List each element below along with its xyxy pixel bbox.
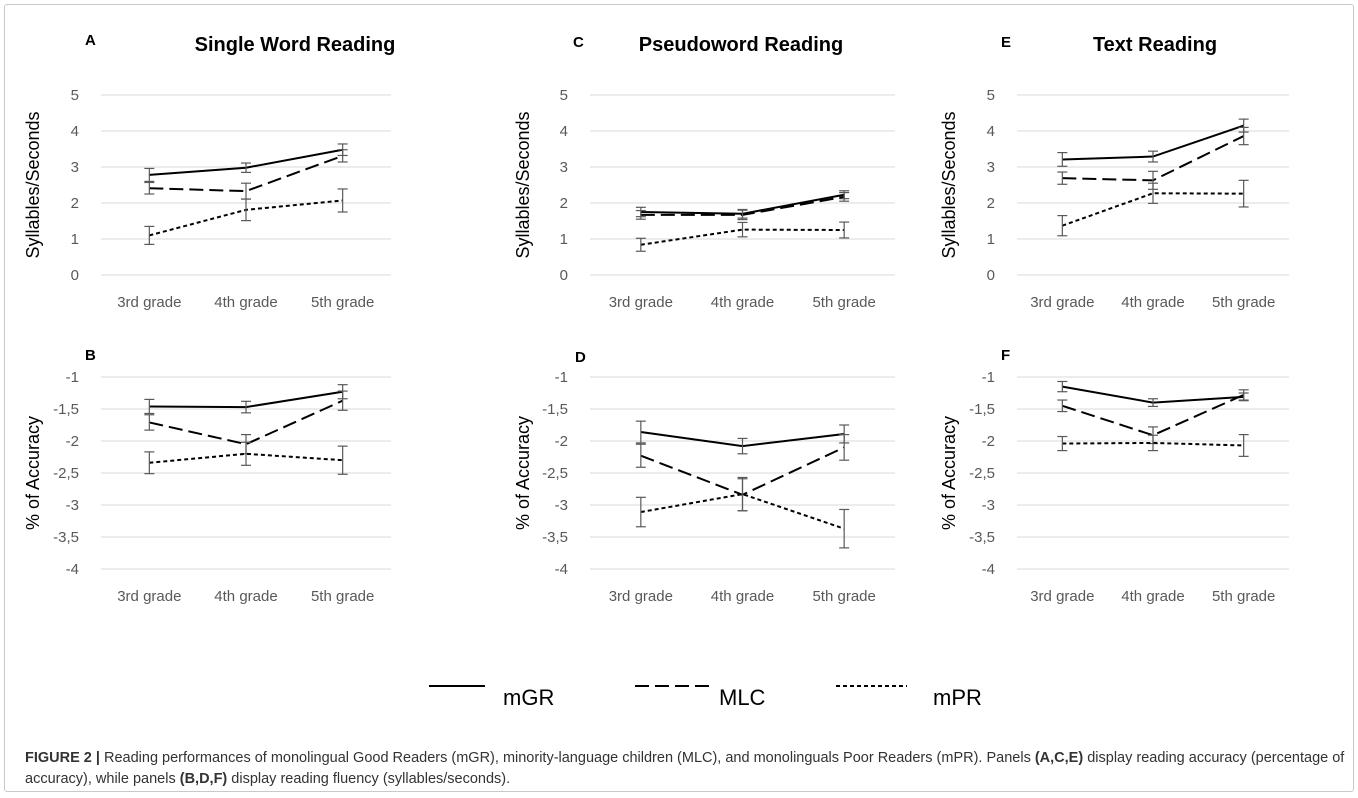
panel-c: C Pseudoword Reading 0 1 2 3 4 5 Syllables/Secon…	[513, 34, 895, 311]
y-tick-label: 2	[71, 195, 79, 212]
y-axis-label: % of Accuracy	[513, 416, 533, 530]
panel-letter: B	[85, 347, 96, 364]
y-tick-label: 0	[560, 267, 568, 284]
y-tick-label: -2	[982, 433, 995, 450]
series-line-mpr	[1061, 192, 1244, 227]
legend-label-mlc: MLC	[719, 685, 766, 710]
panel-title: Text Reading	[1093, 34, 1217, 56]
y-tick-label: -2,5	[53, 465, 79, 482]
y-axis-label: % of Accuracy	[939, 416, 959, 530]
series-line-mlc	[1062, 394, 1245, 437]
x-tick-label: 3rd grade	[117, 588, 181, 605]
y-tick-label: -3,5	[969, 529, 995, 546]
x-tick-label: 5th grade	[311, 588, 374, 605]
y-axis-label: Syllables/Seconds	[23, 111, 43, 258]
y-tick-label: -2,5	[542, 465, 568, 482]
x-tick-label: 4th grade	[214, 294, 277, 311]
y-tick-label: -1	[555, 369, 568, 386]
caption-label: FIGURE 2 |	[25, 750, 100, 766]
caption-text-2: display reading accuracy (percentage of …	[25, 750, 1345, 787]
x-tick-label: 5th grade	[812, 588, 875, 605]
y-tick-label: -1,5	[969, 401, 995, 418]
y-tick-label: 3	[71, 159, 79, 176]
y-tick-label: 4	[987, 123, 995, 140]
figure-caption: FIGURE 2 | Reading performances of monol…	[25, 748, 1345, 790]
series-line-mlc	[149, 399, 344, 446]
x-tick-label: 3rd grade	[117, 294, 181, 311]
panel-a: A Single Word Reading 0 1 2 3 4 5 Syllables/Seco…	[23, 32, 395, 311]
y-tick-label: 5	[560, 87, 568, 104]
x-tick-label: 5th grade	[311, 294, 374, 311]
y-tick-label: 4	[71, 123, 79, 140]
y-tick-label: -2	[555, 433, 568, 450]
y-tick-label: -2	[66, 433, 79, 450]
x-tick-label: 5th grade	[812, 294, 875, 311]
x-tick-label: 4th grade	[214, 588, 277, 605]
panel-title: Single Word Reading	[195, 34, 396, 56]
y-tick-label: 3	[987, 159, 995, 176]
y-tick-label: 2	[560, 195, 568, 212]
y-tick-label: -1	[982, 369, 995, 386]
y-tick-label: 1	[987, 231, 995, 248]
y-tick-label: 2	[987, 195, 995, 212]
x-tick-label: 3rd grade	[1030, 588, 1094, 605]
caption-text-3: display reading fluency (syllables/secon…	[227, 771, 511, 787]
y-tick-label: 0	[71, 267, 79, 284]
x-tick-label: 5th grade	[1212, 588, 1275, 605]
panel-title: Pseudoword Reading	[639, 34, 843, 56]
y-tick-label: -3	[555, 497, 568, 514]
series-line-mlc	[149, 154, 344, 193]
y-tick-label: -3,5	[53, 529, 79, 546]
panel-b: B -4 -3,5 -3 -2,5 -2 -1,5 -1 % of Accuracy 3rd gr…	[23, 347, 391, 605]
y-tick-label: -3	[982, 497, 995, 514]
series-line-mpr	[640, 228, 845, 246]
y-tick-label: 4	[560, 123, 568, 140]
panel-letter: F	[1001, 347, 1010, 364]
caption-panels-accuracy: (A,C,E)	[1034, 750, 1084, 766]
panel-letter: A	[85, 32, 96, 49]
figure-svg: A Single Word Reading 0 1 2 3 4 5 Syllables/Seco…	[23, 32, 1289, 710]
panel-f: F -4 -3,5 -3 -2,5 -2 -1,5 -1 % of Accuracy 3rd gr…	[939, 347, 1289, 605]
panel-e: E Text Reading 0 1 2 3 4 5 Syllables/Seconds 3rd …	[939, 34, 1289, 311]
series-line-mpr	[1062, 441, 1244, 447]
x-tick-label: 4th grade	[1121, 588, 1184, 605]
y-tick-label: -1,5	[542, 401, 568, 418]
legend: mGR MLC mPR	[429, 685, 982, 710]
x-tick-label: 5th grade	[1212, 294, 1275, 311]
y-tick-label: -3,5	[542, 529, 568, 546]
panel-letter: E	[1001, 34, 1011, 51]
x-tick-label: 3rd grade	[609, 588, 673, 605]
x-tick-label: 4th grade	[1121, 294, 1184, 311]
x-tick-label: 4th grade	[711, 294, 774, 311]
legend-label-mgr: mGR	[503, 685, 554, 710]
x-tick-label: 3rd grade	[1030, 294, 1094, 311]
panel-d: D -4 -3,5 -3 -2,5 -2 -1,5 -1 % of Accuracy 3rd gr…	[513, 349, 895, 605]
y-tick-label: -4	[66, 561, 79, 578]
y-tick-label: 1	[71, 231, 79, 248]
y-tick-label: -1	[66, 369, 79, 386]
x-tick-label: 4th grade	[711, 588, 774, 605]
y-tick-label: -4	[982, 561, 995, 578]
y-tick-label: 5	[71, 87, 79, 104]
y-tick-label: -2,5	[969, 465, 995, 482]
y-tick-label: 1	[560, 231, 568, 248]
y-tick-label: -1,5	[53, 401, 79, 418]
panel-letter: D	[575, 349, 586, 366]
series-line-mpr	[149, 452, 343, 464]
y-tick-label: -3	[66, 497, 79, 514]
panel-letter: C	[573, 34, 584, 51]
legend-label-mpr: mPR	[933, 685, 982, 710]
x-tick-label: 3rd grade	[609, 294, 673, 311]
y-tick-label: 5	[987, 87, 995, 104]
figure-frame: A Single Word Reading 0 1 2 3 4 5 Syllables/Seco…	[4, 4, 1354, 792]
y-tick-label: 0	[987, 267, 995, 284]
y-axis-label: % of Accuracy	[23, 416, 43, 530]
caption-text-1: Reading performances of monolingual Good…	[99, 750, 1035, 766]
y-axis-label: Syllables/Seconds	[939, 111, 959, 258]
y-tick-label: 3	[560, 159, 568, 176]
y-axis-label: Syllables/Seconds	[513, 111, 533, 258]
y-tick-label: -4	[555, 561, 568, 578]
caption-panels-fluency: (B,D,F)	[179, 771, 228, 787]
